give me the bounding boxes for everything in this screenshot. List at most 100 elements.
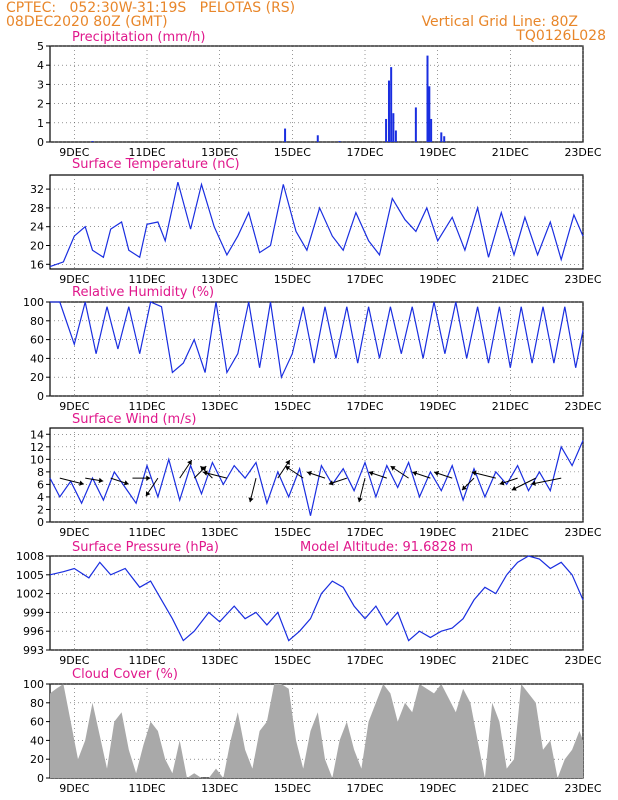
y-tick-label: 8 xyxy=(37,466,44,479)
wind-arrow-head xyxy=(499,480,505,486)
wind-arrow-head xyxy=(187,460,192,466)
x-tick-label: 17DEC xyxy=(346,782,383,795)
y-tick-label: 2 xyxy=(37,503,44,516)
x-tick-label: 9DEC xyxy=(59,782,89,795)
wind-arrow-head xyxy=(285,466,291,471)
precip-bar xyxy=(338,141,341,142)
x-tick-label: 9DEC xyxy=(59,526,89,539)
x-tick-label: 13DEC xyxy=(201,146,238,159)
wind-arrow-head xyxy=(248,497,254,503)
x-tick-label: 23DEC xyxy=(564,526,601,539)
x-tick-label: 19DEC xyxy=(419,146,456,159)
y-tick-label: 16 xyxy=(30,258,44,271)
wind-arrow-head xyxy=(434,470,440,477)
panel-subtitle: Model Altitude: 91.6828 m xyxy=(300,540,473,555)
series-line xyxy=(49,440,584,516)
x-tick-label: 9DEC xyxy=(59,654,89,667)
y-tick-label: 1005 xyxy=(16,569,44,582)
y-tick-label: 996 xyxy=(23,625,44,638)
x-tick-label: 11DEC xyxy=(128,782,165,795)
x-tick-label: 19DEC xyxy=(419,526,456,539)
y-tick-label: 80 xyxy=(30,697,44,710)
x-tick-label: 13DEC xyxy=(201,400,238,413)
x-tick-label: 11DEC xyxy=(128,526,165,539)
y-tick-label: 4 xyxy=(37,491,44,504)
y-tick-label: 4 xyxy=(37,59,44,72)
wind-arrow-head xyxy=(79,480,84,486)
panel-title: Cloud Cover (%) xyxy=(72,667,178,682)
x-tick-label: 9DEC xyxy=(59,146,89,159)
x-tick-label: 21DEC xyxy=(492,782,529,795)
y-tick-label: 80 xyxy=(30,315,44,328)
y-tick-label: 10 xyxy=(30,453,44,466)
header-date-line: 08DEC2020 80Z (GMT) xyxy=(6,14,168,30)
wind-arrow-head xyxy=(146,475,151,481)
x-tick-label: 13DEC xyxy=(201,782,238,795)
x-tick-label: 9DEC xyxy=(59,273,89,286)
x-tick-label: 17DEC xyxy=(346,400,383,413)
wind-arrow-shaft xyxy=(531,477,562,485)
header-grid-line: Vertical Grid Line: 80Z xyxy=(421,14,578,30)
y-tick-label: 14 xyxy=(30,428,44,441)
x-tick-label: 21DEC xyxy=(492,146,529,159)
wind-arrow-head xyxy=(145,491,151,497)
y-tick-label: 3 xyxy=(37,78,44,91)
y-tick-label: 0 xyxy=(37,136,44,149)
wind-arrow-head xyxy=(357,497,363,503)
x-tick-label: 23DEC xyxy=(564,146,601,159)
x-tick-label: 21DEC xyxy=(492,400,529,413)
panel-title: Surface Wind (m/s) xyxy=(72,412,196,427)
y-tick-label: 32 xyxy=(30,183,44,196)
series-line xyxy=(49,555,584,642)
precip-bar xyxy=(385,118,388,142)
wind-arrow-head xyxy=(202,470,208,476)
x-tick-label: 21DEC xyxy=(492,654,529,667)
wind-arrow-head xyxy=(471,470,477,476)
y-tick-label: 993 xyxy=(23,644,44,657)
wind-arrow-head xyxy=(390,466,396,471)
precip-bar xyxy=(390,67,393,142)
series-line xyxy=(49,181,584,268)
precip-bar xyxy=(387,80,390,142)
header-station-line: CPTEC: 052:30W-31:19S PELOTAS (RS) xyxy=(6,0,296,16)
x-tick-label: 13DEC xyxy=(201,654,238,667)
y-tick-label: 40 xyxy=(30,352,44,365)
x-tick-label: 9DEC xyxy=(59,400,89,413)
x-tick-label: 23DEC xyxy=(564,400,601,413)
x-tick-label: 15DEC xyxy=(274,654,311,667)
precip-bar xyxy=(426,55,429,142)
y-tick-label: 1002 xyxy=(16,588,44,601)
y-tick-label: 100 xyxy=(23,296,44,309)
y-tick-label: 20 xyxy=(30,753,44,766)
wind-arrow-head xyxy=(531,480,536,486)
panel-frame xyxy=(49,555,584,651)
x-tick-label: 11DEC xyxy=(128,273,165,286)
panel-title: Surface Temperature (nC) xyxy=(72,157,240,172)
x-tick-label: 23DEC xyxy=(564,654,601,667)
precip-bar xyxy=(316,135,319,142)
panel-title: Surface Pressure (hPa) xyxy=(72,540,219,555)
x-tick-label: 15DEC xyxy=(274,782,311,795)
wind-arrow-head xyxy=(328,480,334,486)
precip-bar xyxy=(394,130,397,142)
y-tick-label: 60 xyxy=(30,716,44,729)
y-tick-label: 24 xyxy=(30,221,44,234)
precip-bar xyxy=(284,128,287,142)
panel-frame xyxy=(49,427,584,523)
y-tick-label: 1008 xyxy=(16,550,44,563)
precip-bar xyxy=(392,113,395,142)
panel-frame xyxy=(49,174,584,270)
wind-arrow-head xyxy=(368,470,374,477)
x-tick-label: 23DEC xyxy=(564,273,601,286)
precip-bar xyxy=(430,118,433,142)
y-tick-label: 20 xyxy=(30,240,44,253)
x-tick-label: 17DEC xyxy=(346,526,383,539)
x-tick-label: 11DEC xyxy=(128,654,165,667)
x-tick-label: 15DEC xyxy=(274,273,311,286)
x-tick-label: 17DEC xyxy=(346,146,383,159)
precip-bar xyxy=(428,86,431,142)
y-tick-label: 0 xyxy=(37,516,44,529)
precip-bar xyxy=(443,136,446,142)
x-tick-label: 13DEC xyxy=(201,273,238,286)
y-tick-label: 60 xyxy=(30,334,44,347)
